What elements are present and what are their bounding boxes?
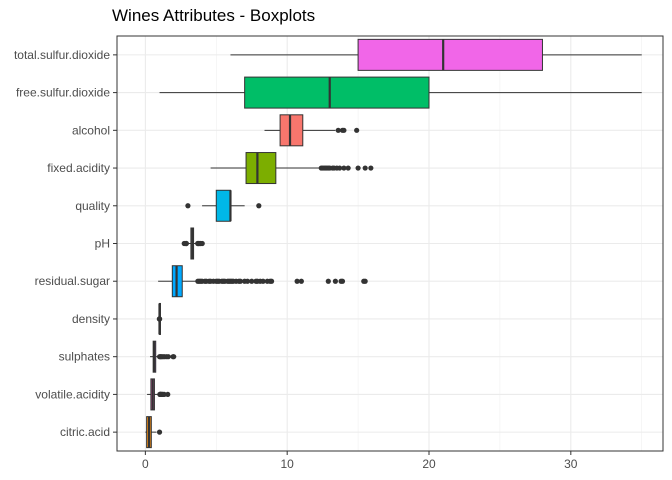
box-total.sulfur.dioxide: [357, 38, 543, 71]
outlier-point: [256, 203, 262, 209]
y-tick-label: sulphates: [59, 350, 110, 364]
outlier-point: [237, 278, 243, 284]
outlier-point: [199, 240, 205, 247]
outlier-point: [354, 127, 360, 133]
outlier-point: [355, 165, 361, 171]
outlier-point: [249, 278, 255, 284]
outlier-point: [325, 278, 331, 284]
y-tick-label: free.sulfur.dioxide: [16, 86, 110, 100]
outlier-point: [341, 127, 347, 133]
x-tick-label: 30: [564, 457, 578, 471]
outlier-point: [165, 354, 171, 360]
y-tick-label: total.sulfur.dioxide: [14, 48, 110, 62]
chart-title: Wines Attributes - Boxplots: [112, 6, 316, 25]
outlier-point: [339, 278, 346, 284]
box-free.sulfur.dioxide: [244, 76, 430, 109]
y-tick-label: density: [72, 312, 110, 326]
outlier-point: [341, 165, 347, 171]
outlier-point: [294, 278, 300, 284]
outlier-point: [332, 278, 338, 284]
outlier-point: [337, 165, 343, 171]
x-tick-label: 20: [422, 457, 436, 471]
outlier-point: [183, 240, 189, 247]
outlier-point: [298, 278, 304, 284]
x-tick-label: 0: [142, 457, 149, 471]
outlier-point: [268, 278, 275, 284]
box-alcohol: [279, 114, 304, 147]
outlier-point: [345, 165, 351, 171]
outlier-point: [156, 316, 163, 322]
outlier-point: [368, 165, 374, 171]
y-tick-label: pH: [95, 237, 110, 251]
outlier-point: [244, 278, 251, 284]
outlier-point: [362, 278, 368, 284]
outlier-point: [185, 203, 191, 209]
y-tick-label: fixed.acidity: [47, 161, 110, 175]
x-tick-label: 10: [281, 457, 295, 471]
y-tick-label: residual.sugar: [35, 274, 110, 288]
outlier-point: [260, 278, 266, 284]
outlier-point: [165, 391, 171, 398]
y-tick-label: quality: [75, 199, 110, 213]
outlier-point: [362, 165, 368, 171]
outlier-point: [171, 354, 177, 360]
box-quality: [215, 189, 231, 222]
y-tick-label: alcohol: [72, 123, 110, 137]
outlier-point: [335, 127, 341, 133]
y-tick-label: volatile.acidity: [35, 387, 110, 401]
y-tick-label: citric.acid: [60, 425, 110, 439]
box-fixed.acidity: [245, 152, 277, 185]
outlier-point: [156, 429, 163, 435]
